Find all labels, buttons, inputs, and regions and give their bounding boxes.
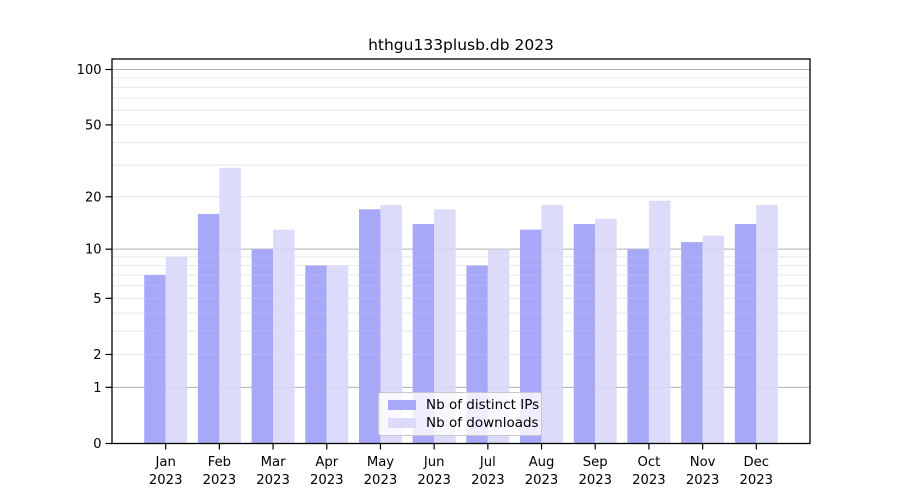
bar-feb-downloads	[219, 167, 241, 444]
bar-jan-downloads	[165, 256, 188, 444]
legend-label-distinct-ips: Nb of distinct IPs	[426, 397, 540, 414]
legend: Nb of distinct IPs Nb of downloads	[378, 392, 542, 436]
bar-oct-distinct-ips	[627, 249, 649, 444]
y-tick-label: 20	[85, 190, 102, 205]
plot-frame	[111, 58, 811, 445]
x-tick-label-year: 2023	[686, 473, 720, 488]
legend-label-downloads: Nb of downloads	[426, 414, 539, 431]
x-tick-label-year: 2023	[256, 473, 290, 488]
legend-swatch-downloads	[388, 417, 416, 428]
legend-item-downloads: Nb of downloads	[388, 415, 539, 431]
bar-nov-distinct-ips	[681, 242, 703, 444]
x-tick-label-month: Aug	[529, 455, 555, 470]
bar-nov-downloads	[702, 235, 725, 444]
y-tick-label: 100	[77, 63, 102, 78]
x-tick-label-year: 2023	[632, 473, 666, 488]
x-tick-label-month: Jun	[423, 455, 445, 470]
chart-title: hthgu133plusb.db 2023	[368, 36, 554, 54]
bar-mar-downloads	[273, 229, 295, 444]
x-tick-label-year: 2023	[740, 473, 774, 488]
y-tick-label: 50	[85, 118, 102, 133]
bar-dec-downloads	[756, 204, 778, 444]
x-tick-label-month: Apr	[315, 455, 338, 470]
y-tick-label: 1	[93, 381, 101, 396]
bar-mar-distinct-ips	[251, 249, 274, 444]
x-tick-label-month: Dec	[744, 455, 770, 470]
x-tick-label-year: 2023	[364, 473, 398, 488]
y-tick-label: 10	[85, 243, 102, 258]
y-tick-label: 2	[93, 348, 101, 363]
bar-jun-distinct-ips	[412, 224, 435, 444]
x-tick-label-month: Nov	[690, 455, 716, 470]
x-tick-label-year: 2023	[417, 473, 451, 488]
legend-item-distinct-ips: Nb of distinct IPs	[388, 397, 539, 413]
x-tick-label-year: 2023	[578, 473, 612, 488]
bar-may-downloads	[380, 204, 402, 444]
x-tick-label-month: Jan	[155, 455, 176, 470]
x-tick-label-month: Mar	[261, 455, 286, 470]
bar-aug-downloads	[541, 204, 564, 444]
bar-sep-distinct-ips	[573, 224, 596, 444]
x-tick-label-month: May	[367, 455, 394, 470]
x-tick-label-year: 2023	[471, 473, 505, 488]
x-tick-label-year: 2023	[203, 473, 237, 488]
x-tick-label-month: Sep	[583, 455, 608, 470]
legend-swatch-distinct-ips	[388, 400, 416, 411]
bar-apr-distinct-ips	[305, 265, 327, 444]
bar-aug-distinct-ips	[520, 229, 542, 444]
bar-feb-distinct-ips	[197, 213, 220, 444]
x-tick-label-year: 2023	[149, 473, 183, 488]
y-tick-label: 5	[93, 292, 101, 307]
bar-sep-downloads	[595, 218, 617, 444]
bar-oct-downloads	[648, 200, 671, 444]
bar-jun-downloads	[434, 209, 456, 444]
bar-jan-distinct-ips	[144, 274, 166, 444]
bar-may-distinct-ips	[358, 209, 381, 444]
bar-dec-distinct-ips	[734, 224, 757, 444]
x-tick-label-year: 2023	[310, 473, 344, 488]
bar-apr-downloads	[326, 265, 349, 444]
x-tick-label-month: Feb	[208, 455, 231, 470]
y-tick-label: 0	[93, 437, 101, 452]
x-tick-label-month: Jul	[479, 455, 496, 470]
x-tick-label-month: Oct	[638, 455, 661, 470]
x-tick-label-year: 2023	[525, 473, 559, 488]
